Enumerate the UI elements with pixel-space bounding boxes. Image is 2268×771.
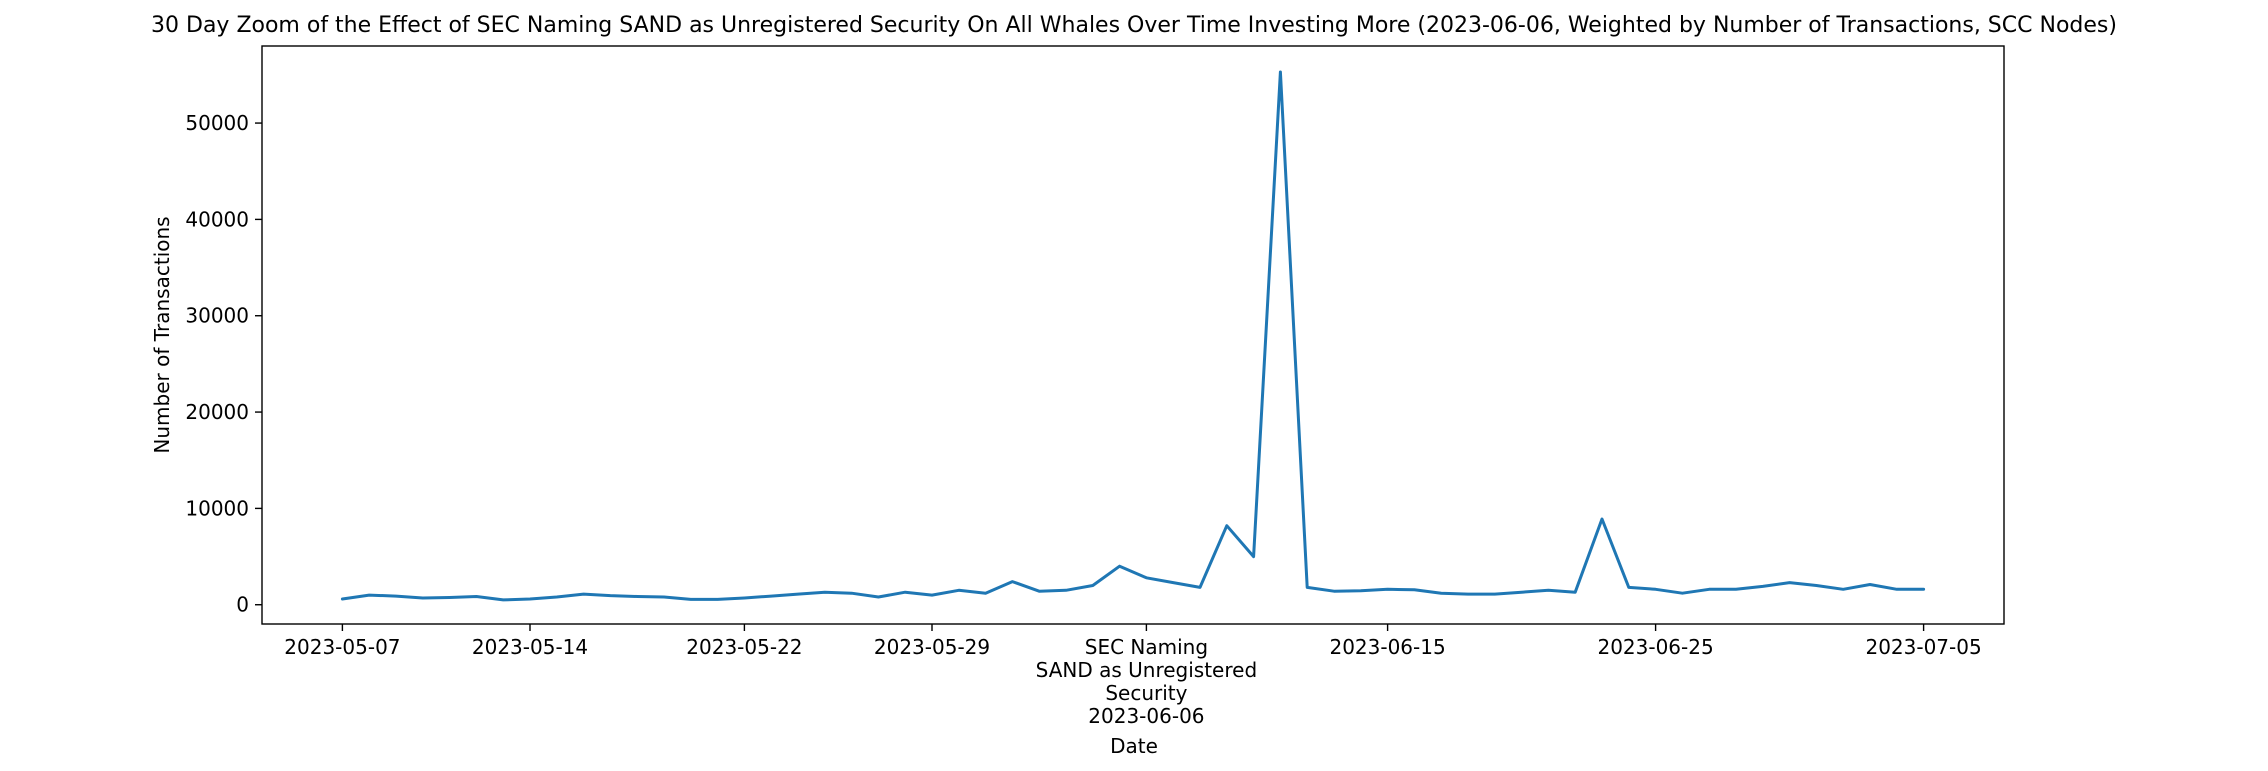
x-tick-label: 2023-06-25 (1597, 635, 1713, 659)
y-tick-label: 20000 (185, 400, 249, 424)
series-line (340, 70, 1926, 602)
x-tick-label: 2023-07-05 (1865, 635, 1981, 659)
x-tick-label: 2023-05-07 (284, 635, 400, 659)
y-axis-label: Number of Transactions (150, 216, 174, 453)
y-tick-label: 50000 (185, 111, 249, 135)
plot-area (261, 45, 2005, 625)
axes-frame (261, 45, 2005, 625)
chart-title: 30 Day Zoom of the Effect of SEC Naming … (151, 13, 2117, 38)
x-tick-label: 2023-05-14 (472, 635, 588, 659)
x-tick-label: SEC Naming SAND as Unregistered Security 20… (1036, 635, 1258, 728)
y-axis-ticks: 0 10000 20000 30000 40000 50000 (185, 111, 262, 617)
y-tick-label: 40000 (185, 207, 249, 231)
x-tick-label: 2023-05-22 (686, 635, 802, 659)
y-tick-label: 0 (236, 593, 249, 617)
x-tick-label: 2023-05-29 (874, 635, 990, 659)
x-axis-ticks: 2023-05-07 2023-05-14 2023-05-22 2023-05-29… (284, 624, 1982, 728)
x-axis-label: Date (1110, 734, 1158, 758)
y-tick-label: 30000 (185, 304, 249, 328)
x-tick-label: 2023-06-15 (1329, 635, 1445, 659)
y-tick-label: 10000 (185, 496, 249, 520)
